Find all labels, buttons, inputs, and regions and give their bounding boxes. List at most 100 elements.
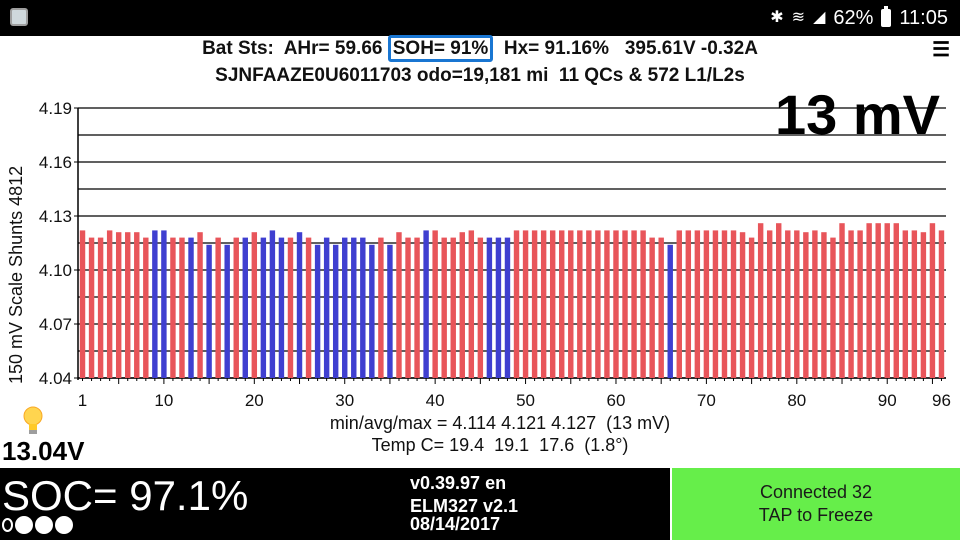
cell-bar xyxy=(423,230,429,378)
cell-bar xyxy=(703,230,710,378)
connection-status: Connected 32 xyxy=(759,482,873,502)
cell-bar xyxy=(495,237,502,378)
x-tick-label: 60 xyxy=(607,391,626,410)
page-dot xyxy=(35,516,53,534)
x-tick-label: 20 xyxy=(245,391,264,410)
battery-icon xyxy=(881,6,892,27)
cell-bar xyxy=(197,232,203,378)
cell-bar xyxy=(559,230,565,378)
cell-bar xyxy=(776,223,782,378)
cell-bar xyxy=(251,232,258,378)
wifi-icon: ≋ xyxy=(791,9,806,26)
cell-bar xyxy=(694,230,701,378)
cell-bar xyxy=(911,230,918,378)
cell-bar xyxy=(604,230,610,378)
cell-bar xyxy=(866,223,872,378)
voltage-spread-readout: 13 mV xyxy=(775,83,940,146)
cell-bar xyxy=(631,230,637,378)
version-date: 08/14/2017 xyxy=(410,514,501,534)
cell-bar xyxy=(504,237,511,378)
cell-bar xyxy=(568,230,574,378)
battery-status-line: Bat Sts: AHr= 59.66 SOH= 91% Hx= 91.16% … xyxy=(0,35,960,62)
y-tick-label: 4.04 xyxy=(39,369,72,388)
y-tick-label: 4.16 xyxy=(39,153,72,172)
cell-voltage-chart[interactable]: 4.04 4.07 4.10 4.13 4.16 4.19 1 10 20 30 40 50 60 70… xyxy=(0,0,960,410)
cell-bar xyxy=(685,230,692,378)
cell-bar xyxy=(884,223,890,378)
cell-bar xyxy=(739,232,746,378)
bluetooth-icon: ✱ xyxy=(770,9,784,26)
cell-bar xyxy=(540,230,547,378)
x-tick-label: 50 xyxy=(516,391,535,410)
cell-bar xyxy=(143,237,149,378)
cell-bar xyxy=(405,237,411,378)
temperature-stats: Temp C= 19.4 19.1 17.6 (1.8°) xyxy=(371,435,629,455)
cell-bar xyxy=(513,230,520,378)
cell-bar xyxy=(902,230,909,378)
cell-bar xyxy=(215,237,221,378)
cell-bar xyxy=(314,244,321,378)
version-panel: v0.39.97 en ELM327 v2.1 08/14/2017 xyxy=(396,468,670,540)
y-tick-label: 4.07 xyxy=(39,315,72,334)
cell-bar xyxy=(414,237,420,378)
lightbulb-icon[interactable] xyxy=(22,406,44,436)
x-tick-label: 90 xyxy=(878,391,897,410)
cell-bar xyxy=(785,230,791,378)
cell-bar xyxy=(88,237,95,378)
cell-bar xyxy=(766,230,773,378)
battery-percent: 62% xyxy=(833,7,874,29)
chart-x-ticks: 1 10 20 30 40 50 60 70 80 90 96 xyxy=(78,378,951,410)
cell-bar xyxy=(332,244,339,378)
page-dot xyxy=(55,516,73,534)
more-vert-icon[interactable]: ☰ xyxy=(932,39,950,61)
cell-bar xyxy=(486,237,493,378)
cell-bar xyxy=(179,237,185,378)
cell-bar xyxy=(378,237,384,378)
x-tick-label: 40 xyxy=(426,391,445,410)
cell-bar xyxy=(432,230,438,378)
cell-bar xyxy=(323,237,330,378)
cell-bar xyxy=(170,237,176,378)
cell-bar xyxy=(748,237,755,378)
chart-bars xyxy=(79,223,945,378)
cell-bar xyxy=(812,230,818,378)
cell-bar xyxy=(586,230,592,378)
cell-bar xyxy=(351,237,357,378)
cell-bar xyxy=(794,230,800,378)
status-icons: ✱ ≋ ◢ 62% 11:05 xyxy=(770,6,948,30)
cell-bar xyxy=(649,237,655,378)
connection-button[interactable]: Connected 32 TAP to Freeze xyxy=(672,468,960,540)
cell-bar xyxy=(468,230,475,378)
x-tick-label: 70 xyxy=(697,391,716,410)
adapter-version: ELM327 v2.1 xyxy=(410,496,519,516)
x-tick-label: 30 xyxy=(335,391,354,410)
cell-bar xyxy=(459,232,465,378)
x-tick-label: 96 xyxy=(932,391,951,410)
cell-bar xyxy=(287,237,294,378)
soh-value: SOH= 91% xyxy=(387,35,494,62)
cell-bar xyxy=(577,230,583,378)
cell-bar xyxy=(369,244,375,378)
cell-bar xyxy=(152,230,158,378)
cell-bar xyxy=(360,237,366,378)
cell-bar xyxy=(803,232,809,378)
cell-bar xyxy=(161,230,167,378)
vehicle-info-line: SJNFAAZE0U6011703 odo=19,181 mi 11 QCs &… xyxy=(215,65,745,86)
cell-bar xyxy=(477,237,484,378)
y-tick-label: 4.19 xyxy=(39,99,72,118)
cell-bar xyxy=(450,237,456,378)
cell-bar xyxy=(821,232,827,378)
cell-bar xyxy=(622,230,628,378)
cell-bar xyxy=(260,237,267,378)
app-thumbnail-icon[interactable] xyxy=(10,8,28,26)
soc-panel[interactable]: SOC= 97.1% xyxy=(0,468,396,540)
status-bar: ✱ ≋ ◢ 62% 11:05 xyxy=(0,0,960,36)
page-dot xyxy=(2,518,13,532)
battery-status-suffix: Hx= 91.16% 395.61V -0.32A xyxy=(493,38,758,59)
cell-bar xyxy=(224,244,230,378)
cell-bar xyxy=(938,230,945,378)
cell-bar xyxy=(658,237,664,378)
aux-battery-voltage: 13.04V xyxy=(2,436,85,466)
cell-bar xyxy=(233,237,239,378)
cell-bar xyxy=(667,244,673,378)
